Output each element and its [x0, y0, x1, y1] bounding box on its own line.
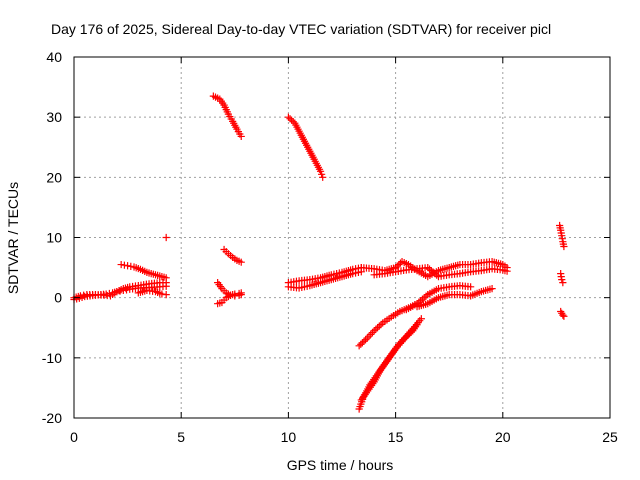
data-point-marker	[417, 315, 425, 323]
data-point-marker	[316, 167, 325, 175]
x-tick-label: 20	[495, 429, 511, 445]
data-point-marker	[158, 290, 166, 298]
data-point-marker	[488, 285, 496, 293]
data-point-marker	[354, 268, 363, 276]
x-axis-label: GPS time / hours	[287, 457, 394, 473]
data-point-marker	[124, 262, 132, 270]
data-point-marker	[298, 283, 306, 292]
data-point-marker	[351, 269, 360, 277]
data-point-marker	[117, 260, 125, 269]
x-tick-label: 25	[602, 429, 618, 445]
data-point-marker	[558, 276, 566, 284]
y-tick-label: 20	[46, 169, 62, 185]
data-point-marker	[127, 262, 135, 270]
data-points	[70, 92, 568, 413]
grid-lines	[74, 57, 610, 418]
data-point-marker	[413, 321, 421, 329]
data-point-marker	[237, 132, 245, 141]
chart-title: Day 176 of 2025, Sidereal Day-to-day VTE…	[51, 21, 551, 37]
data-point-marker	[559, 279, 567, 287]
data-point-marker	[319, 173, 327, 181]
data-point-marker	[559, 311, 567, 319]
y-tick-label: 30	[46, 109, 62, 125]
data-point-marker	[560, 312, 568, 320]
data-point-marker	[231, 290, 239, 298]
data-point-marker	[237, 258, 245, 266]
data-point-marker	[237, 289, 245, 297]
y-tick-label: -10	[42, 350, 62, 366]
x-tick-label: 0	[70, 429, 78, 445]
data-point-marker	[560, 242, 568, 251]
data-point-marker	[467, 283, 475, 291]
data-point-marker	[162, 291, 170, 299]
axis-tick-labels: 0 5 10 15 20 25 -20 -10 0 10 20 30 40	[42, 49, 618, 445]
axis-ticks	[73, 56, 611, 419]
y-tick-label: 40	[46, 49, 62, 65]
data-point-marker	[295, 284, 303, 292]
data-point-marker	[333, 270, 341, 278]
data-point-marker	[80, 291, 88, 299]
data-point-marker	[76, 292, 85, 300]
y-axis-label: SDTVAR / TECUs	[5, 182, 21, 294]
y-tick-label: 10	[46, 230, 62, 246]
y-tick-label: -20	[42, 410, 62, 426]
data-point-marker	[162, 274, 170, 282]
data-point-marker	[318, 170, 326, 178]
data-point-marker	[303, 282, 311, 290]
x-tick-label: 15	[388, 429, 404, 445]
x-tick-label: 10	[281, 429, 297, 445]
data-point-marker	[300, 283, 309, 291]
data-point-marker	[503, 267, 511, 275]
data-point-marker	[349, 270, 357, 278]
x-tick-label: 5	[177, 429, 185, 445]
data-point-marker	[120, 261, 128, 269]
data-point-marker	[162, 233, 170, 242]
y-tick-label: 0	[54, 290, 62, 306]
